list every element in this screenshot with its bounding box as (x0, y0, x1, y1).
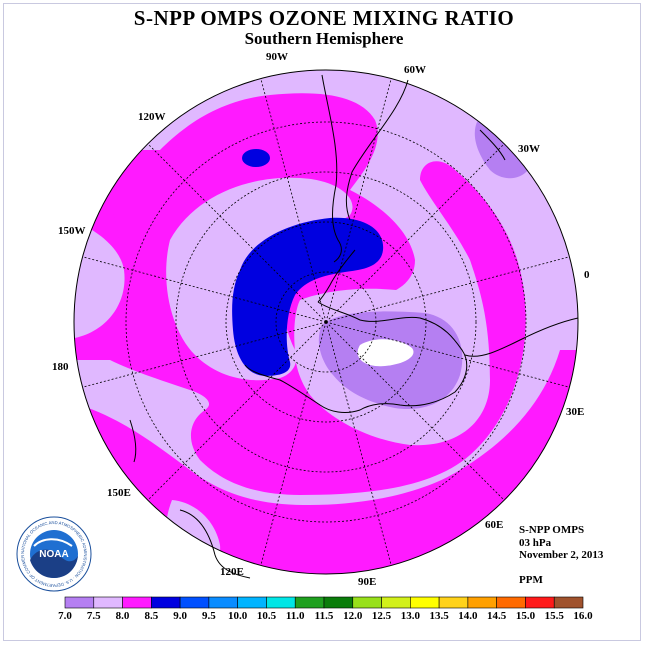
colorbar-tick-label: 8.0 (116, 610, 130, 622)
atlantic-island-coast (479, 129, 506, 161)
lon-label-60e: 60E (485, 519, 503, 531)
colorbar-swatch (122, 596, 152, 609)
meridian-line (260, 78, 327, 323)
colorbar-tick-label: 11.0 (286, 610, 305, 622)
africa-coast (464, 317, 579, 357)
colorbar-swatch (496, 596, 526, 609)
colorbar-swatch (525, 596, 555, 609)
colorbar-tick-label: 12.5 (372, 610, 392, 622)
lon-label-90w: 90W (266, 51, 288, 63)
colorbar-swatch (237, 596, 267, 609)
meridian-line (82, 256, 327, 323)
colorbar-tick-label: 12.0 (343, 610, 363, 622)
australia-coast (179, 509, 251, 579)
colorbar-swatch (208, 596, 238, 609)
lon-label-120w: 120W (138, 111, 166, 123)
pressure-level-label: 03 hPa (519, 537, 552, 549)
colorbar-tick-label: 15.0 (516, 610, 536, 622)
antarctica-coast (244, 301, 468, 413)
lon-label-90e: 90E (358, 576, 376, 588)
instrument-label: S-NPP OMPS (519, 524, 585, 536)
colorbar-tick-label: 15.5 (545, 610, 565, 622)
south-america-coast (321, 74, 342, 263)
ozone-band-8.5-9.0-small (242, 149, 270, 167)
colorbar-swatch (266, 596, 296, 609)
new-zealand-coast (129, 419, 137, 463)
colorbar-tick-label: 14.0 (458, 610, 478, 622)
lon-label-150e: 150E (107, 487, 131, 499)
colorbar-tick-label: 7.5 (87, 610, 101, 622)
lon-label-120e: 120E (220, 566, 244, 578)
colorbar-swatch (64, 596, 95, 609)
lon-label-30w: 30W (518, 143, 540, 155)
figure-frame (3, 3, 641, 641)
colorbar-tick-label: 16.0 (573, 610, 593, 622)
colorbar-swatch (553, 596, 584, 609)
latitude-circle (175, 171, 477, 473)
colorbar-swatch (438, 596, 469, 609)
colorbar-swatch (467, 596, 497, 609)
colorbar-tick-label: 14.5 (487, 610, 507, 622)
colorbar-swatch (179, 596, 210, 609)
colorbar-tick-label: 10.5 (257, 610, 277, 622)
logo-text: NOAA (39, 549, 68, 560)
ozone-band-7.0-7.5-ne (474, 120, 528, 179)
colorbar-tick-label: 13.0 (401, 610, 421, 622)
colorbar-ticks: 7.0 7.5 8.0 8.5 9.0 9.5 10.0 10.5 11.0 11.5 12.0 12… (58, 610, 593, 622)
lon-label-150w: 150W (58, 225, 86, 237)
colorbar-swatch (151, 596, 181, 609)
colorbar-tick-label: 9.5 (202, 610, 216, 622)
map-subtitle: Southern Hemisphere (244, 29, 404, 48)
colorbar-tick-label: 13.5 (429, 610, 449, 622)
ozone-band-below-7.0 (357, 339, 414, 367)
logo-wave-icon (30, 549, 78, 578)
colorbar-swatch (93, 596, 123, 609)
colorbar-swatch (381, 596, 411, 609)
map-boundary (73, 69, 579, 575)
south-america-coast-east (345, 79, 409, 221)
latitude-circle (275, 271, 377, 373)
lon-label-180: 180 (52, 361, 69, 373)
colorbar-swatch (294, 596, 325, 609)
map-title: S-NPP OMPS OZONE MIXING RATIO (133, 6, 515, 30)
coastlines (129, 74, 579, 579)
colorbar-tick-label: 9.0 (173, 610, 187, 622)
colorbar-swatch (323, 596, 354, 609)
colorbar-tick-label: 8.5 (144, 610, 158, 622)
noaa-logo: NATIONAL OCEANIC AND ATMOSPHERIC ADMINIS… (16, 516, 92, 592)
date-label: November 2, 2013 (519, 549, 604, 561)
colorbar-swatch (352, 596, 382, 609)
graticule (82, 78, 570, 566)
lon-label-30e: 30E (566, 406, 584, 418)
ozone-band-8.5-9.0 (232, 217, 384, 376)
logo-bird-icon (33, 538, 73, 547)
colorbar-tick-label: 10.0 (228, 610, 248, 622)
antarctic-peninsula (317, 249, 356, 303)
meridian-line (82, 321, 327, 388)
latitude-circle (125, 121, 527, 523)
units-label: PPM (519, 574, 543, 586)
colorbar-boxes (64, 596, 584, 609)
colorbar-tick-label: 7.0 (58, 610, 72, 622)
colorbar-tick-label: 11.5 (315, 610, 334, 622)
meridian-line (325, 78, 392, 323)
colorbar-swatch (410, 596, 440, 609)
latitude-circle (225, 221, 427, 423)
lon-label-60w: 60W (404, 64, 426, 76)
lon-label-0: 0 (584, 269, 590, 281)
